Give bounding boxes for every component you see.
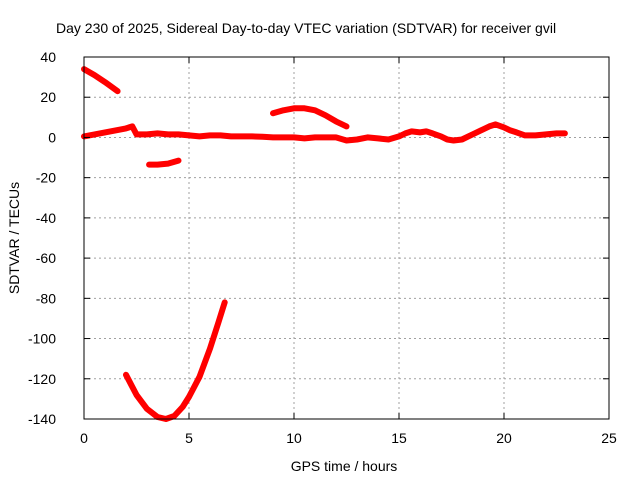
y-tick-label: -80 <box>36 290 56 306</box>
y-tick-label: -120 <box>28 371 56 387</box>
series-upper-left-segment <box>81 66 121 95</box>
data-series-layer <box>81 66 568 422</box>
y-tick-label: -60 <box>36 250 56 266</box>
x-tick-label: 25 <box>601 430 617 446</box>
grid-lines <box>84 57 609 419</box>
x-axis-title: GPS time / hours <box>291 458 398 474</box>
y-tick-label: -40 <box>36 210 56 226</box>
plot-frame <box>83 56 610 420</box>
y-tick-label: -20 <box>36 170 56 186</box>
x-tick-label: 5 <box>185 430 193 446</box>
x-tick-label: 20 <box>496 430 512 446</box>
y-tick-label: 0 <box>48 129 56 145</box>
series-deep-dip <box>123 299 228 422</box>
x-tick-label: 10 <box>286 430 302 446</box>
y-tick-label: 40 <box>40 49 56 65</box>
y-axis-title: SDTVAR / TECUs <box>6 182 22 294</box>
series-main-track <box>81 121 568 144</box>
chart-title: Day 230 of 2025, Sidereal Day-to-day VTE… <box>56 20 556 36</box>
series-small-negative-segment <box>146 157 182 168</box>
axis-ticks: 0 5 10 15 20 25 -140 -120 -100 -80 -60 -40 -20 0 20 40 <box>28 49 617 446</box>
y-tick-label: -100 <box>28 331 56 347</box>
y-tick-label: 20 <box>40 89 56 105</box>
x-tick-label: 0 <box>80 430 88 446</box>
series-midday-arc <box>270 105 350 130</box>
x-tick-label: 15 <box>391 430 407 446</box>
y-tick-label: -140 <box>28 411 56 427</box>
